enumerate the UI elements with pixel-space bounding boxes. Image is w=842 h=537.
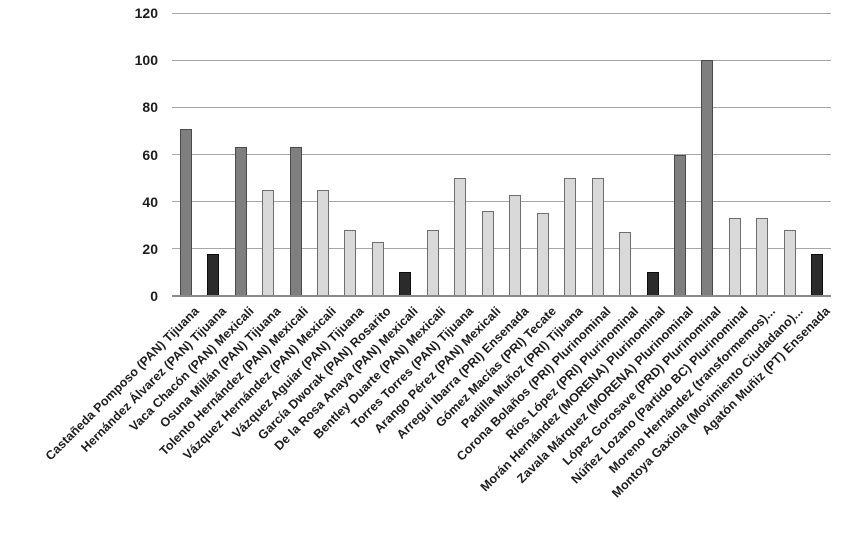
bar	[701, 60, 714, 296]
y-axis-tick-label: 20	[142, 240, 158, 257]
bar	[317, 189, 330, 296]
bar	[646, 272, 659, 296]
gridline	[172, 106, 831, 108]
bar	[207, 253, 220, 296]
y-axis-tick-label: 40	[142, 193, 158, 210]
bar	[564, 178, 577, 296]
y-axis-tick-label: 0	[150, 288, 158, 304]
y-axis-tick-label: 120	[134, 5, 158, 21]
bar	[371, 241, 384, 296]
gridline	[172, 154, 831, 155]
bar	[673, 154, 686, 296]
gridline	[172, 12, 831, 14]
bar	[234, 147, 247, 296]
bar	[481, 211, 494, 296]
x-axis-line	[172, 295, 831, 297]
bar	[399, 272, 412, 296]
bar	[619, 232, 632, 296]
bar	[756, 218, 769, 296]
bar	[262, 189, 275, 296]
bar	[728, 218, 741, 296]
bar	[426, 229, 439, 296]
bar	[783, 229, 796, 296]
bar	[536, 213, 549, 296]
y-axis-tick-label: 80	[142, 99, 158, 116]
bar	[509, 194, 522, 296]
y-axis-tick-label: 100	[134, 52, 158, 69]
gridline	[172, 248, 831, 250]
bar	[591, 178, 604, 296]
bar	[811, 253, 824, 296]
bar	[289, 147, 302, 296]
y-axis-tick-label: 60	[142, 146, 158, 163]
gridline	[172, 59, 831, 61]
bar	[179, 128, 192, 296]
gridline	[172, 201, 831, 203]
bar	[454, 178, 467, 296]
bar	[344, 229, 357, 296]
